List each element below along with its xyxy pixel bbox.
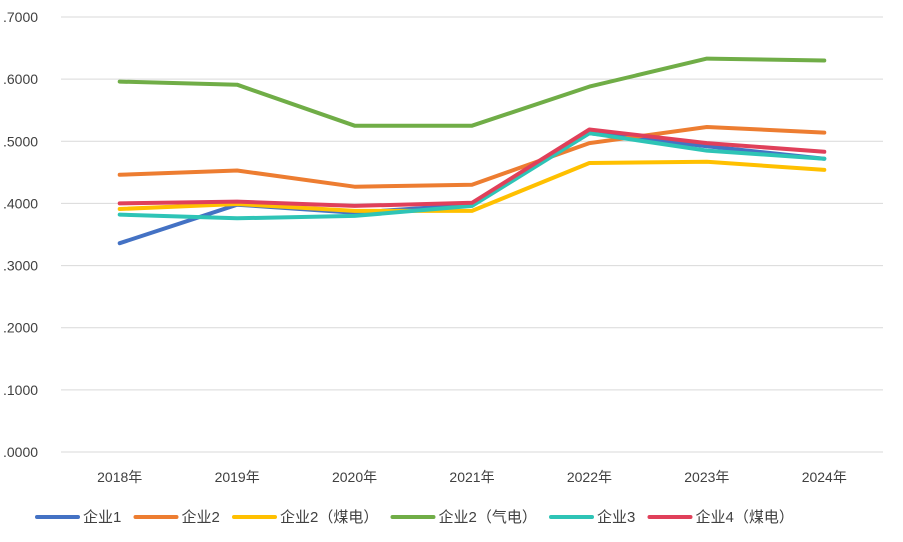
legend-item-6: 企业4（煤电） [647,508,794,526]
x-tick-label: 2024年 [802,469,847,485]
legend-item-1: 企业1 [35,508,121,526]
legend-item-2: 企业2 [133,508,220,526]
legend-label: 企业2（煤电） [280,508,378,526]
x-tick-label: 2019年 [215,469,260,485]
legend-label: 企业2（气电） [439,508,537,526]
legend-item-5: 企业3 [549,508,635,526]
y-axis-ticks: .0000 .1000 .2000 .3000 .4000 .5000 .6000 .7000 [3,9,38,460]
series-line-3 [117,159,827,213]
x-tick-label: 2021年 [449,469,494,485]
x-tick-label: 2018年 [97,469,142,485]
legend-label: 企业2 [182,508,220,526]
y-tick-label: .0000 [3,444,38,460]
series-line-5 [117,131,827,221]
legend-item-3: 企业2（煤电） [232,508,378,526]
legend-item-4: 企业2（气电） [390,508,537,526]
series-line-2 [117,125,827,189]
x-tick-label: 2020年 [332,469,377,485]
x-axis-ticks: 2018年 2019年 2020年 2021年 2022年 2023年 2024年 [97,469,847,485]
series-line-4 [117,56,827,128]
y-tick-label: .3000 [3,258,38,274]
legend: 企业1 企业2 企业2（煤电） 企业2（气电） 企业3 企业4（煤电） [35,508,794,526]
y-tick-label: .2000 [3,320,38,336]
legend-label: 企业4（煤电） [696,508,794,526]
y-tick-label: .6000 [3,71,38,87]
x-tick-label: 2023年 [684,469,729,485]
series-lines [117,56,827,246]
legend-label: 企业1 [83,508,121,526]
series-line-6 [117,127,827,208]
legend-label: 企业3 [597,508,635,526]
y-tick-label: .4000 [3,195,38,211]
y-tick-label: .5000 [3,133,38,149]
y-tick-label: .7000 [3,9,38,25]
y-tick-label: .1000 [3,382,38,398]
x-tick-label: 2022年 [567,469,612,485]
